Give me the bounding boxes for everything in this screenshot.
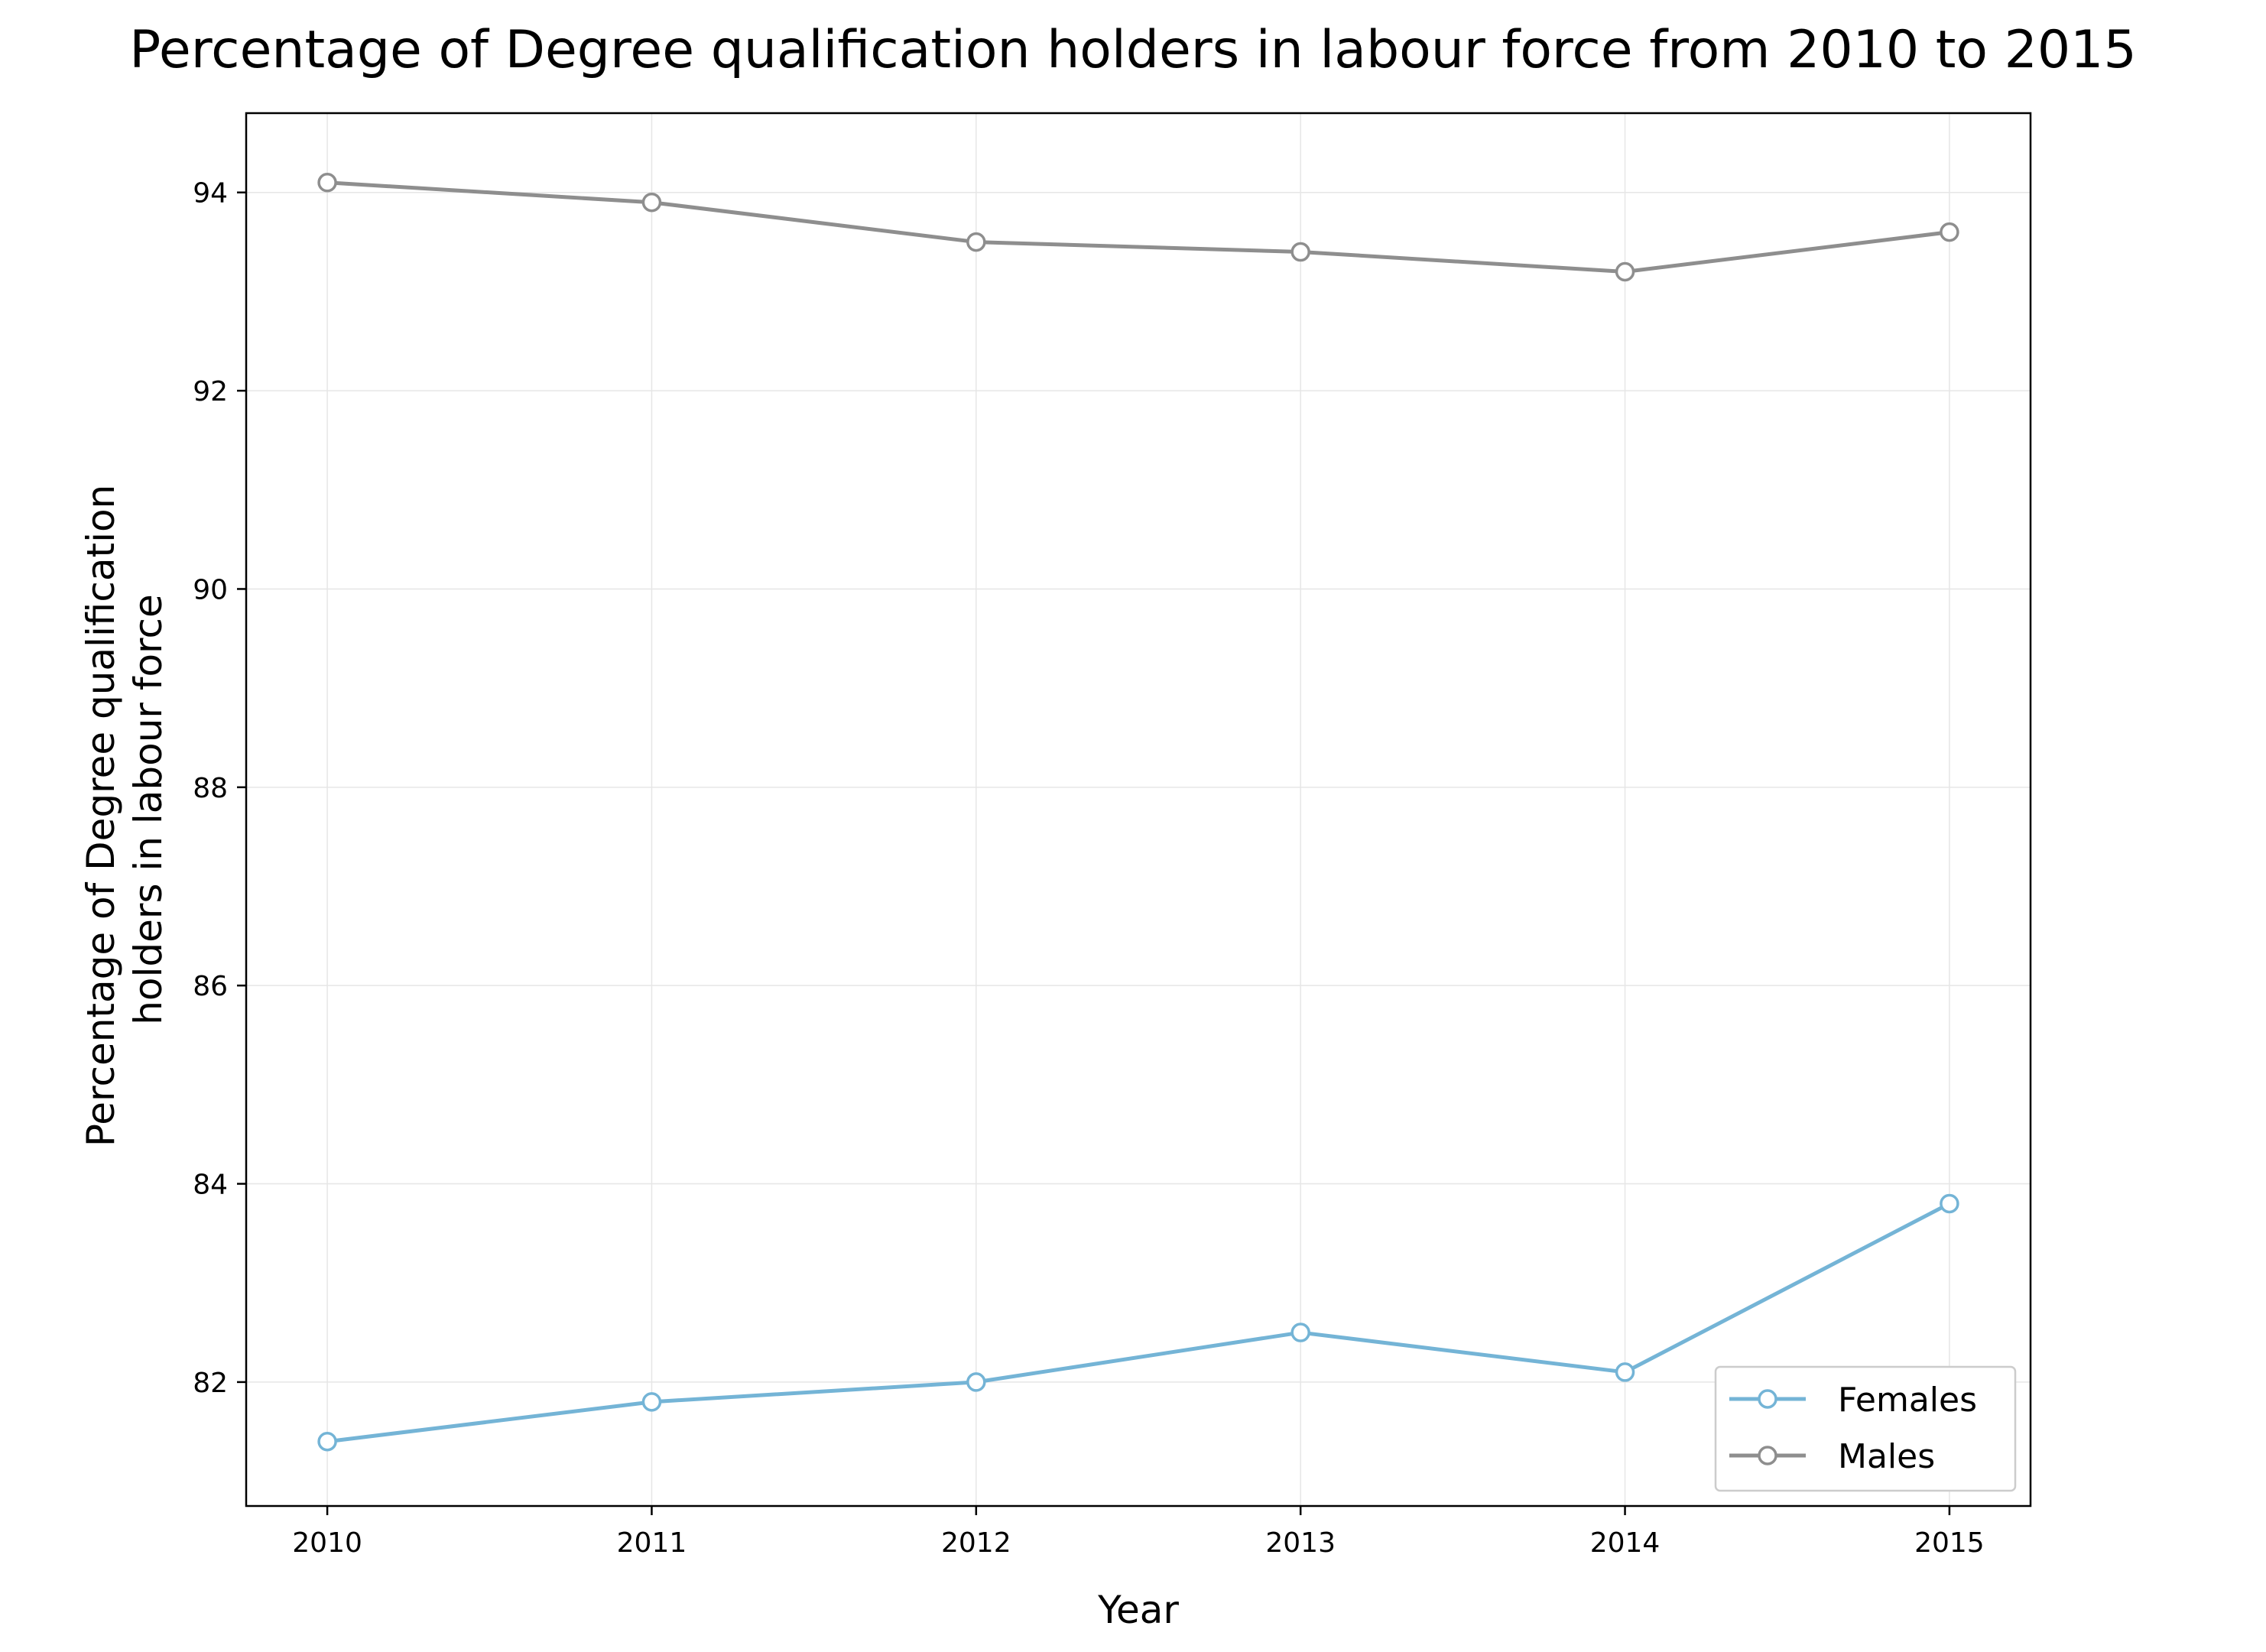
y-axis-label: Percentage of Degree qualification holde… — [79, 472, 170, 1147]
legend-item-males: Males — [1729, 1437, 1935, 1476]
data-point — [641, 192, 662, 213]
legend-swatch-marker — [1758, 1389, 1777, 1409]
data-point — [1615, 1362, 1635, 1382]
x-tick-label: 2015 — [1914, 1527, 1985, 1559]
x-tick-label: 2012 — [941, 1527, 1011, 1559]
data-point — [317, 173, 337, 193]
y-tick-label: 90 — [193, 574, 228, 605]
data-point — [1940, 1193, 1959, 1214]
y-tick-label: 88 — [193, 773, 228, 804]
y-tick-label: 84 — [193, 1170, 228, 1201]
data-point — [641, 1392, 662, 1412]
y-axis-label-line-1: Percentage of Degree qualification — [79, 485, 123, 1147]
data-point — [1940, 222, 1959, 242]
series-line-males — [326, 180, 1950, 274]
y-tick-label: 82 — [193, 1368, 228, 1399]
y-tick-label: 86 — [193, 971, 228, 1002]
data-point — [1290, 242, 1310, 262]
series-line-females — [326, 1202, 1951, 1444]
x-tick-label: 2011 — [617, 1527, 687, 1559]
legend-item-females: Females — [1729, 1381, 1977, 1420]
series-layer — [317, 173, 1959, 1452]
series-females — [317, 1193, 1959, 1452]
plot-frame — [245, 112, 2032, 1508]
y-tick-label: 92 — [193, 376, 228, 407]
legend-label: Females — [1838, 1381, 1977, 1420]
x-tick-label: 2014 — [1590, 1527, 1661, 1559]
ticks-layer: 2010 2011 2012 2013 2014 2015 82 84 86 88 90 92 94 — [193, 178, 1985, 1559]
grid-layer — [246, 113, 2031, 1506]
y-tick-label: 94 — [193, 178, 228, 209]
x-tick-label: 2013 — [1265, 1527, 1336, 1559]
legend-label: Males — [1838, 1437, 1935, 1476]
x-axis-label: Year — [1097, 1588, 1179, 1632]
x-tick-label: 2010 — [292, 1527, 362, 1559]
legend: Females Males — [1714, 1365, 2017, 1492]
data-point — [317, 1431, 337, 1452]
data-point — [1290, 1323, 1310, 1342]
data-point — [1615, 261, 1635, 282]
data-point — [966, 1372, 986, 1392]
legend-swatch-marker — [1758, 1446, 1777, 1465]
y-axis-label-line-2: holders in labour force — [126, 594, 170, 1025]
data-point — [966, 232, 986, 252]
chart-title: Percentage of Degree qualification holde… — [129, 20, 2136, 80]
series-males — [317, 173, 1959, 282]
